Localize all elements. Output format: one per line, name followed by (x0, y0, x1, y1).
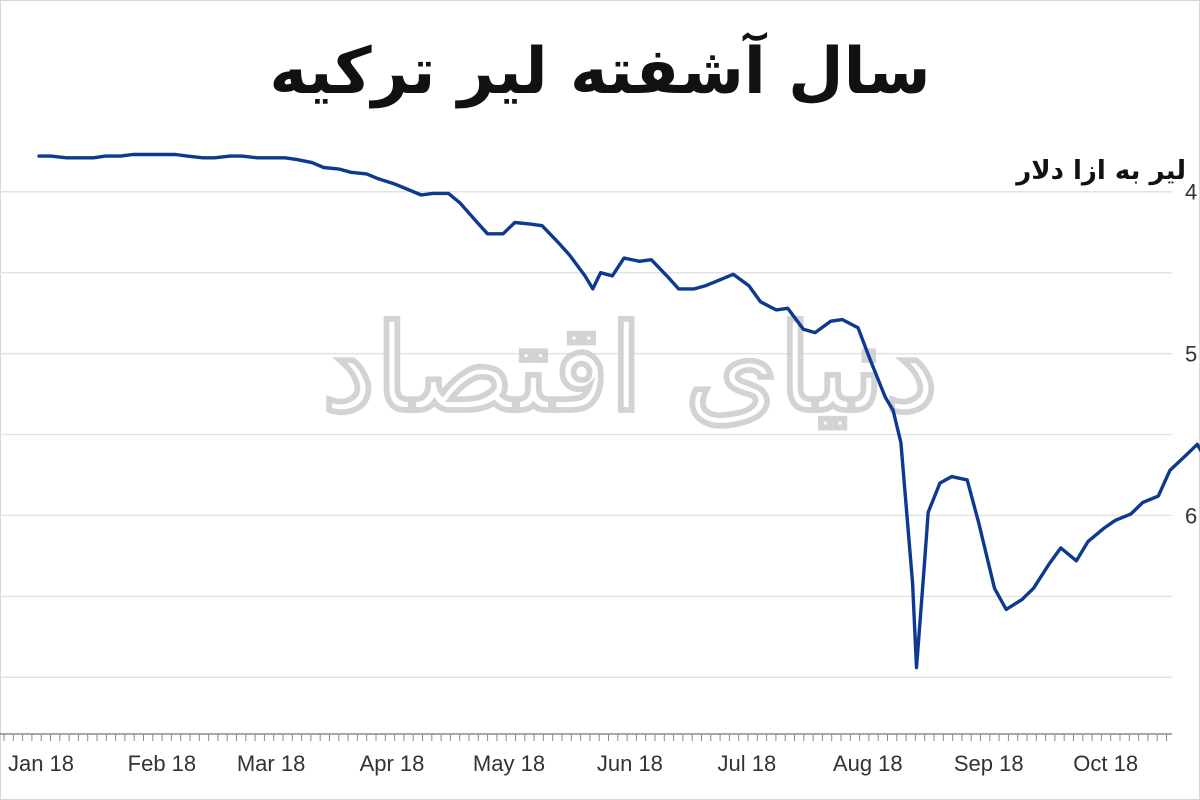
x-axis (0, 733, 1172, 741)
y-tick-label: 4 (1185, 180, 1197, 205)
y-tick-label: 5 (1185, 342, 1197, 367)
x-tick-label: Jul 18 (718, 751, 777, 776)
x-tick-label: Feb 18 (128, 751, 197, 776)
series-lines (37, 152, 1200, 670)
chart-title: سال آشفته لیر ترکیه (269, 35, 931, 109)
x-tick-label: Aug 18 (833, 751, 903, 776)
x-tick-label: Sep 18 (954, 751, 1024, 776)
x-tick-label: Jan 18 (8, 751, 74, 776)
watermark: دنیای اقتصاد (321, 297, 939, 440)
y-tick-label: 6 (1185, 503, 1197, 528)
x-tick-label: Mar 18 (237, 751, 305, 776)
x-tick-label: Oct 18 (1073, 751, 1138, 776)
series-line-usd-try (37, 152, 1200, 670)
y-tick-labels: 4 5 6 (1185, 180, 1197, 529)
x-tick-label: Apr 18 (360, 751, 425, 776)
watermark-text: دنیای اقتصاد (322, 298, 938, 439)
y-axis-unit-label: لیر به ازا دلار (1016, 156, 1186, 186)
x-tick-labels: Jan 18 Feb 18 Mar 18 Apr 18 May 18 Jun 18 Jul … (8, 751, 1138, 776)
x-tick-label: May 18 (473, 751, 545, 776)
grid-lines (0, 191, 1172, 679)
x-tick-label: Jun 18 (597, 751, 663, 776)
